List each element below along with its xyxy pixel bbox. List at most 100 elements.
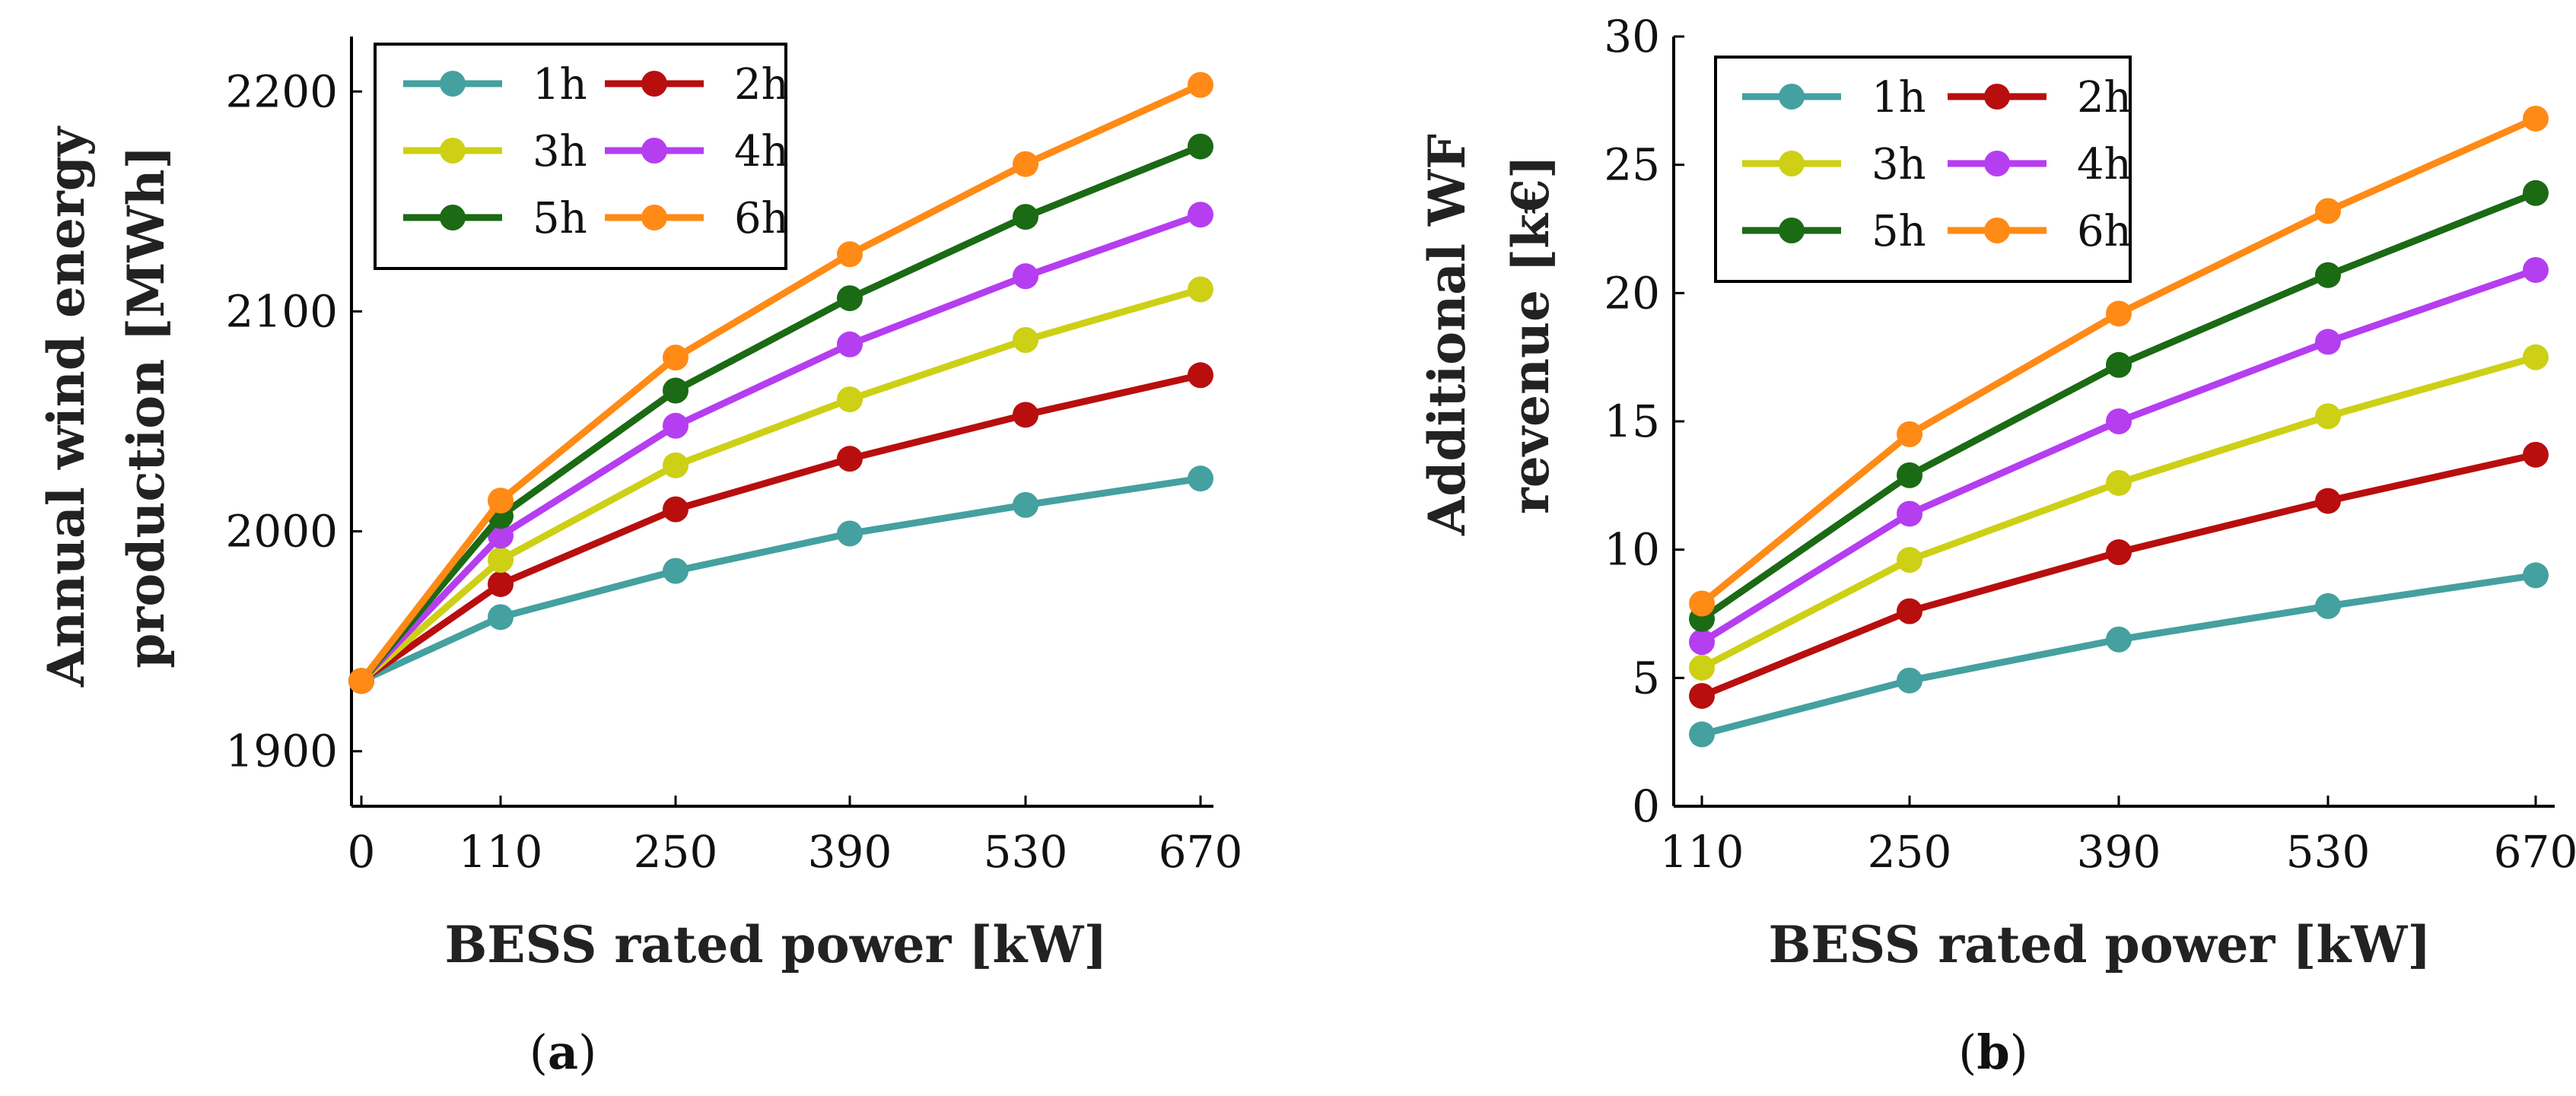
data-point-2h (1897, 598, 1922, 624)
data-point-3h (837, 386, 863, 413)
data-point-4h (1897, 500, 1922, 527)
legend-entry-1h: 1h (403, 60, 587, 110)
panel-b-ytick-label: 10 (1604, 524, 1660, 576)
data-point-5h (2315, 262, 2341, 288)
data-point-5h (837, 285, 863, 312)
data-point-1h (2315, 592, 2341, 619)
data-point-5h (1897, 462, 1922, 488)
data-point-3h (2523, 344, 2549, 370)
panel-b-xtick-label: 250 (1868, 826, 1952, 878)
legend-marker-1h (440, 71, 466, 97)
data-point-3h (1013, 327, 1038, 354)
panel-b-xtick-label: 390 (2077, 826, 2161, 878)
panel-a-ytick-label: 1900 (225, 726, 338, 777)
data-point-1h (1689, 721, 1715, 748)
data-point-5h (663, 377, 689, 404)
data-point-6h (663, 345, 689, 371)
data-point-4h (663, 412, 689, 439)
legend-entry-4h: 4h (1948, 140, 2132, 189)
series-line-3h (359, 286, 1202, 684)
data-point-1h (2523, 562, 2549, 589)
panel-a-xtick-label: 390 (808, 826, 892, 878)
legend-marker-2h (641, 71, 667, 97)
panel-a: 1900 2000 2100 2200 0 110 250 390 530 670 Annual … (37, 37, 1242, 1080)
legend-marker-5h (1779, 218, 1805, 243)
panel-a-caption: (a) (530, 1025, 597, 1080)
data-point-2h (1013, 402, 1038, 428)
data-point-6h (837, 241, 863, 268)
data-point-6h (1897, 421, 1922, 447)
panel-a-series-4h (348, 202, 1213, 694)
panel-b-series-4h (1689, 256, 2549, 656)
data-point-2h (1188, 362, 1213, 389)
legend-entry-4h: 4h (605, 127, 789, 176)
panel-b-series (1689, 105, 2549, 748)
panel-b-ytick-label: 30 (1604, 11, 1660, 62)
legend-marker-1h (1779, 84, 1805, 110)
panel-b-xtick-label: 670 (2494, 826, 2576, 878)
panel-a-xtick-label: 250 (634, 826, 718, 878)
data-point-1h (837, 520, 863, 547)
panel-a-xtick-label: 0 (348, 826, 376, 878)
panel-b-series-3h (1689, 344, 2549, 681)
panel-b-xtick-label: 530 (2286, 826, 2371, 878)
legend-entry-5h: 5h (1742, 207, 1926, 256)
panel-a-series (348, 71, 1213, 694)
data-point-2h (2106, 539, 2132, 566)
legend-entry-5h: 5h (403, 194, 587, 243)
legend-entry-2h: 2h (605, 60, 789, 110)
legend-label-2h: 2h (2077, 73, 2132, 122)
panel-b-legend-entries: 1h 2h 3h 4h 5h 6h (1742, 73, 2132, 256)
data-point-2h (1689, 682, 1715, 709)
data-point-3h (663, 452, 689, 478)
legend-entry-6h: 6h (1948, 207, 2132, 256)
data-point-3h (1897, 547, 1922, 573)
panel-b-y-label-line1: Additional WF (1417, 134, 1477, 536)
data-point-4h (1689, 629, 1715, 656)
panel-b-caption: (b) (1958, 1025, 2028, 1080)
panel-a-x-label: BESS rated power [kW] (444, 915, 1107, 974)
data-point-2h (663, 496, 689, 523)
panel-b-ticks: 0 5 10 15 20 25 30 110 250 390 530 670 (1604, 11, 2576, 878)
data-point-4h (2315, 329, 2341, 355)
data-point-3h (2315, 403, 2341, 430)
legend-marker-4h (1984, 151, 2010, 176)
panel-a-xtick-label: 670 (1159, 826, 1243, 878)
panel-b-series-2h (1689, 441, 2549, 709)
data-point-1h (488, 604, 514, 631)
data-point-1h (2106, 626, 2132, 653)
data-point-1h (1013, 491, 1038, 518)
legend-label-3h: 3h (1872, 140, 1926, 189)
data-point-4h (2523, 256, 2549, 283)
panel-a-ticks: 1900 2000 2100 2200 0 110 250 390 530 670 (225, 65, 1242, 878)
panel-b: 0 5 10 15 20 25 30 110 250 390 530 670 Additional W… (1417, 11, 2576, 1080)
data-point-2h (2315, 488, 2341, 514)
panel-b-ytick-label: 25 (1604, 139, 1660, 191)
data-point-6h (1013, 151, 1038, 177)
series-line-1h (360, 475, 1201, 685)
panel-b-legend: 1h 2h 3h 4h 5h 6h (1714, 56, 2132, 283)
panel-b-ytick-label: 15 (1604, 396, 1660, 447)
legend-label-5h: 5h (533, 194, 587, 243)
legend-entry-1h: 1h (1742, 73, 1926, 122)
legend-label-6h: 6h (734, 194, 789, 243)
panel-b-x-label: BESS rated power [kW] (1768, 915, 2431, 974)
legend-label-3h: 3h (533, 127, 587, 176)
data-point-2h (488, 570, 514, 597)
data-point-1h (1897, 667, 1922, 694)
panel-a-y-label-line2: production [MWh] (116, 145, 176, 668)
legend-label-6h: 6h (2077, 207, 2132, 256)
panel-a-xtick-label: 110 (459, 826, 543, 878)
legend-label-1h: 1h (1872, 73, 1926, 122)
panel-a-legend: 1h 2h 3h 4h 5h 6h (374, 43, 789, 270)
series-line-2h (359, 371, 1201, 684)
data-point-4h (1013, 263, 1038, 290)
data-point-5h (2106, 351, 2132, 378)
series-line-5h (358, 143, 1202, 684)
data-point-3h (2106, 469, 2132, 496)
legend-label-4h: 4h (2077, 140, 2132, 189)
panel-a-series-2h (348, 362, 1213, 694)
legend-entry-3h: 3h (403, 127, 587, 176)
legend-label-5h: 5h (1872, 207, 1926, 256)
